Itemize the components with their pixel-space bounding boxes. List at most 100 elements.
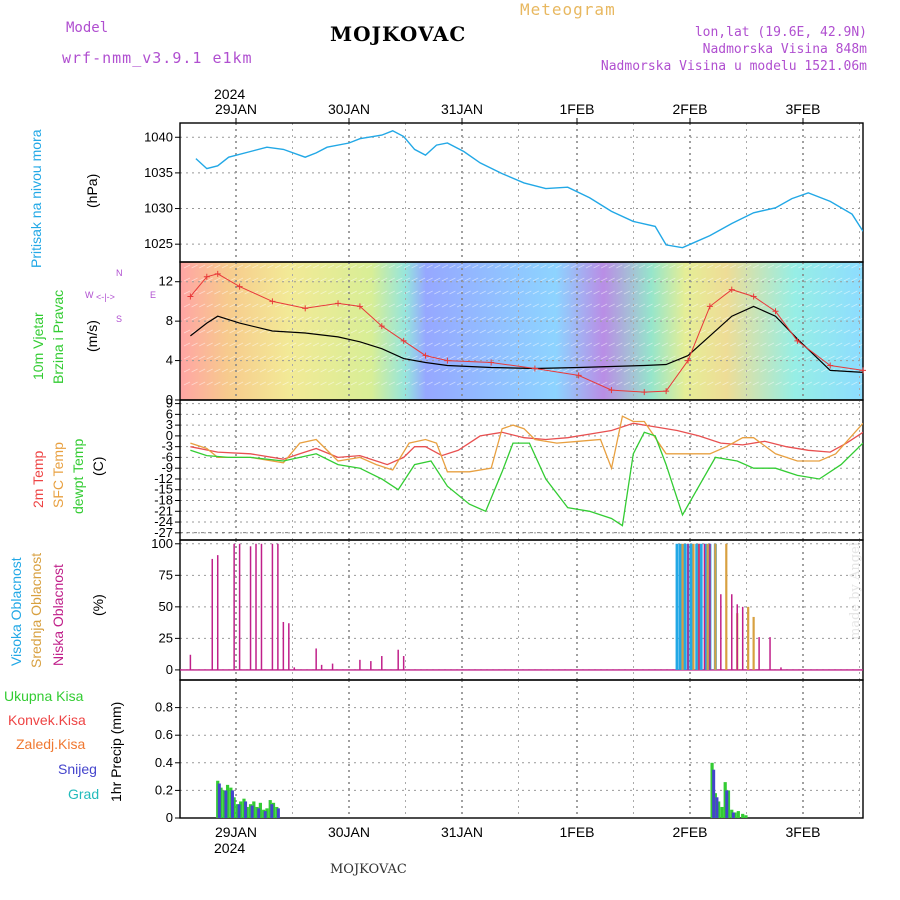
gust-point [187,293,194,300]
pressure-unit: (hPa) [84,173,100,208]
compass-w-label: W [85,290,94,300]
x-tick-label-top: 2FEB [672,101,707,117]
precip-bar-total [271,802,276,818]
cloud-bar [731,594,733,670]
cloud-bar [675,543,679,670]
precip-bar-total [720,806,724,818]
y-tick-label: -9 [161,460,173,475]
y-tick-label: -6 [161,449,173,464]
x-tick-label-bottom: 3FEB [785,824,820,840]
model-name: wrf-nmm_v3.9.1 e1km [62,49,253,67]
compass-n-label: N [116,268,123,278]
cloud-bar [255,543,257,670]
footer-station: MOJKOVAC [330,862,407,877]
y-tick-label: 1030 [144,201,173,216]
precip-bar-snow [237,804,241,818]
cloud-bar [709,543,711,670]
cloud-bar [706,543,709,670]
y-tick-label: 1025 [144,236,173,251]
y-tick-label: 9 [166,396,173,411]
y-tick-label: -27 [154,525,173,540]
precip-bar-total [216,780,220,818]
cloud-bar [704,543,708,670]
y-tick-label: 0.6 [155,727,173,742]
y-tick-label: 0.4 [155,755,173,770]
cloud-bar [216,555,219,670]
precip-bar-total [248,804,253,818]
series-line-dewpt [190,431,863,527]
panel-frame-pressure [179,122,864,263]
cloud-bar [233,543,235,670]
compass-arrows-icon: <-|-> [96,292,115,302]
wind-unit: (m/s) [84,320,100,352]
precip-bar-total [255,806,259,818]
gust-point [269,298,276,305]
legend-conv-rain: Konvek.Kisa [8,712,86,728]
gust-point [335,300,342,307]
precip-bar-total [258,802,262,818]
legend-total-rain: Ukupna Kisa [4,688,84,704]
cloud-bar [720,594,722,670]
cloud-bar [678,543,682,670]
precip-bar-snow [250,805,254,818]
y-tick-label: -3 [161,439,173,454]
series-line-wind-speed [190,305,863,373]
y-tick-label: -21 [154,503,173,518]
y-tick-label: -12 [154,471,173,486]
gust-point [575,372,582,379]
gust-point [750,293,757,300]
cloud-bar [402,656,405,670]
precip-bar-snow [276,808,280,818]
x-tick-label-top: 3FEB [785,101,820,117]
cloud-bar [211,558,214,670]
precip-bar-snow [257,808,261,818]
precip-bar-total [268,800,272,818]
precip-bar-total [252,801,256,818]
y-tick-label: 1040 [144,129,173,144]
cloud-title-low: Niska Oblacnost [50,564,66,666]
gust-point [860,367,866,374]
y-tick-label: 50 [159,599,173,614]
precip-bar-total [733,812,737,818]
model-label: Model [66,20,109,36]
cloud-bar [282,621,285,670]
gust-point [356,303,363,310]
gust-point [706,303,713,310]
y-tick-label: 8 [166,313,173,328]
cloud-bar [189,654,192,670]
gust-point [685,357,692,364]
cloud-title-high: Visoka Oblacnost [8,557,24,666]
gust-point [794,337,801,344]
precip-bar-total [726,790,731,818]
cloud-bar [780,667,782,670]
cloud-bar [681,543,684,670]
precip-bar-snow [230,790,234,818]
cloud-bar [758,637,760,670]
y-tick-label: -15 [154,482,173,497]
cloud-bar [752,616,755,670]
cloud-bar [271,543,274,670]
precip-bar-total [262,809,266,818]
precip-bar-total [229,787,233,818]
wind-title: 10m Vjetar [30,312,46,380]
y-tick-label: 0 [166,392,173,407]
precip-bar-total [736,811,740,818]
precip-bar-snow [270,804,274,818]
precip-bar-total [219,787,223,818]
y-tick-label: -18 [154,493,173,508]
year-label-top: 2024 [214,86,246,102]
x-tick-label-bottom: 2FEB [672,824,707,840]
gust-point [444,357,451,364]
x-tick-label-top: 29JAN [215,101,257,117]
gust-point [302,305,309,312]
chart-subtitle: Meteogram [520,0,616,19]
x-tick-label-bottom: 31JAN [441,824,483,840]
elevation-label: Nadmorska Visina 848m [702,42,867,57]
y-tick-label: 75 [159,567,173,582]
x-tick-label-top: 30JAN [328,101,370,117]
y-tick-label: 4 [166,353,173,368]
gust-point [400,337,407,344]
cloud-bar [683,543,687,670]
legend-snow: Snijeg [58,761,97,777]
series-line-sfc-temp [190,415,863,473]
